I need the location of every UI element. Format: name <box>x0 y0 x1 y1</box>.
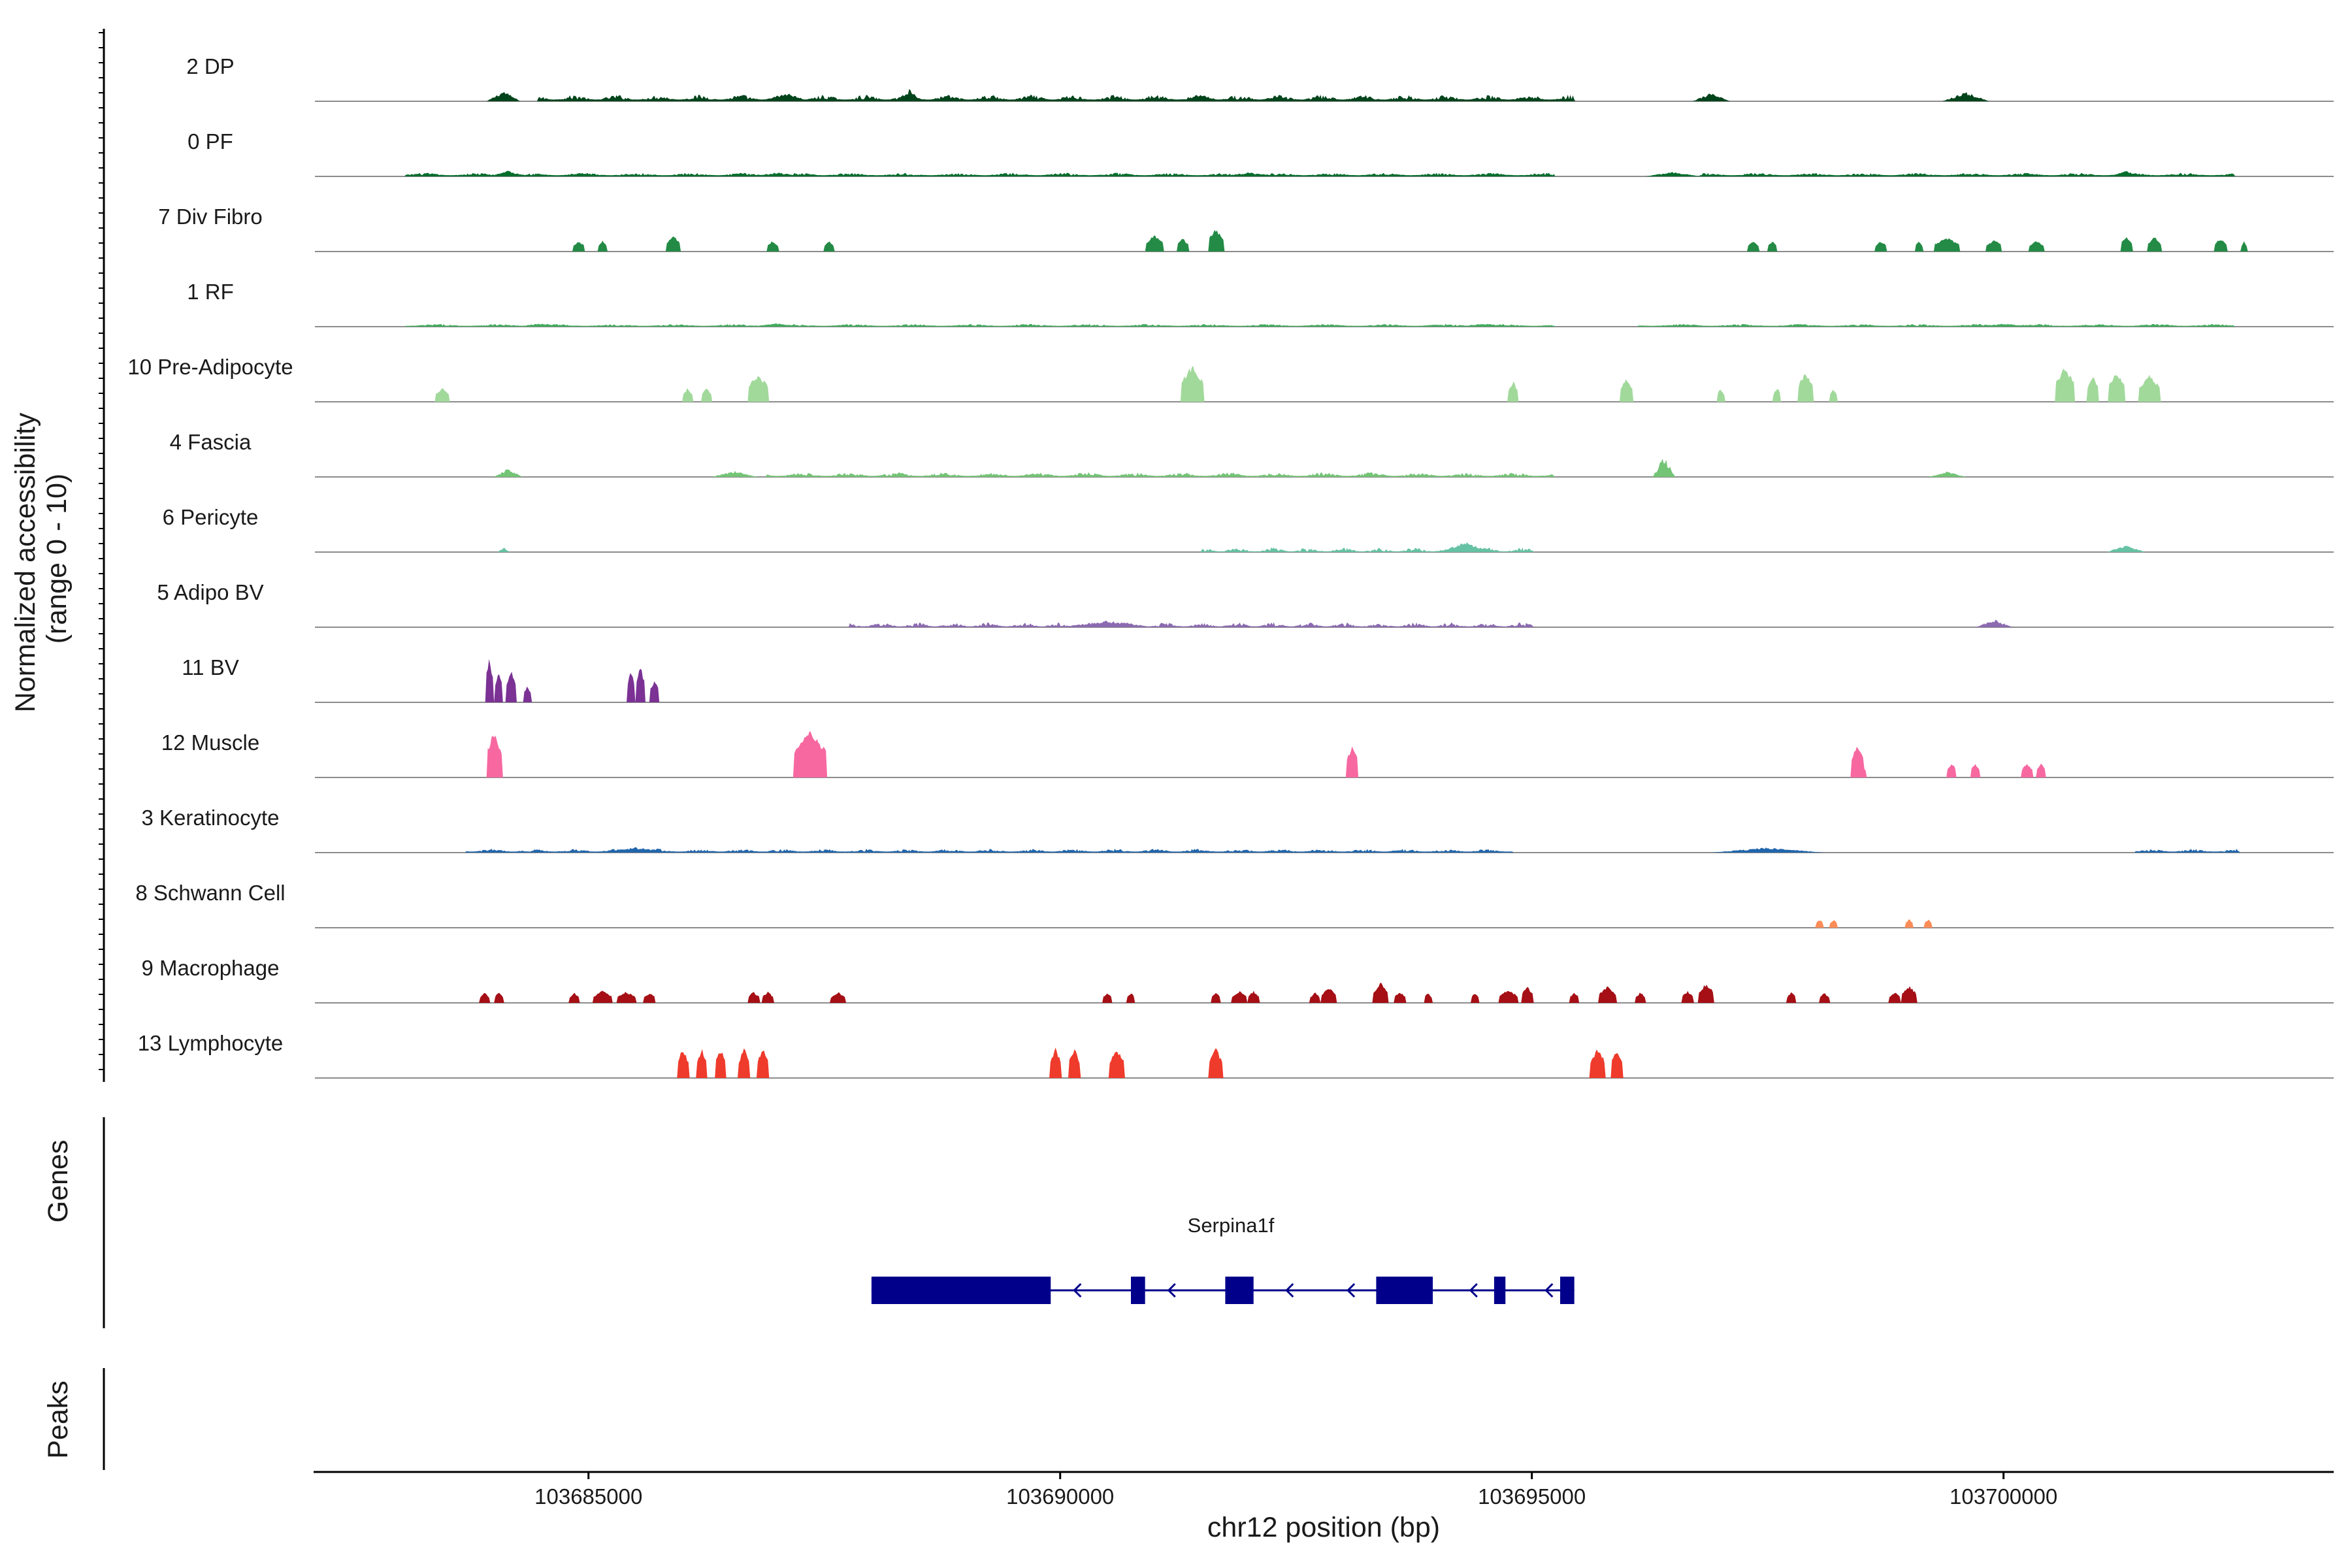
track-13: 13 Lymphocyte <box>138 1031 2334 1079</box>
track-6: 6 Pericyte <box>163 505 2334 553</box>
x-axis-ticks: 103685000 103690000 103695000 103700000 <box>534 1472 2057 1509</box>
track-signal <box>315 459 2334 477</box>
coverage-y-axis <box>99 29 105 1082</box>
track-label: 10 Pre-Adipocyte <box>127 355 293 379</box>
y-axis-title: Normalized accessibility (range 0 - 10) <box>10 405 73 713</box>
strand-arrow-icon <box>1073 1282 1082 1298</box>
strand-arrow-icon <box>1544 1282 1554 1298</box>
x-axis-title: chr12 position (bp) <box>1207 1512 1440 1543</box>
strand-arrow-icon <box>1346 1282 1356 1298</box>
strand-arrow-icon <box>1285 1282 1294 1298</box>
coverage-tracks: 2 DP 0 PF 7 Div Fibro 1 RF 10 Pre-Adipocyte 4… <box>127 54 2334 1079</box>
track-label: 0 PF <box>188 129 233 154</box>
x-tick-label: 103700000 <box>1950 1484 2057 1509</box>
gene-exon <box>1376 1277 1433 1304</box>
track-signal <box>315 731 2334 777</box>
track-signal <box>315 171 2334 176</box>
gene-exon <box>1494 1277 1506 1304</box>
track-label: 2 DP <box>186 54 234 78</box>
track-signal <box>315 323 2334 327</box>
gene-exon <box>871 1277 1051 1304</box>
track-1: 0 PF <box>188 129 2334 177</box>
y-axis-title-line-2: (range 0 - 10) <box>41 474 73 644</box>
track-signal <box>315 229 2334 252</box>
gene-exon <box>1225 1277 1254 1304</box>
track-label: 8 Schwann Cell <box>135 881 285 905</box>
track-signal <box>315 619 2334 627</box>
x-tick-label: 103685000 <box>534 1484 642 1509</box>
gene-name-label: Serpina1f <box>1188 1214 1275 1237</box>
track-label: 6 Pericyte <box>163 505 259 529</box>
track-signal <box>315 983 2334 1003</box>
track-12: 9 Macrophage <box>142 956 2334 1004</box>
peaks-panel-title: Peaks <box>42 1380 74 1459</box>
track-7: 5 Adipo BV <box>157 580 2334 628</box>
track-signal <box>315 919 2334 928</box>
track-signal <box>315 366 2334 402</box>
track-label: 11 BV <box>182 655 238 679</box>
track-label: 5 Adipo BV <box>157 580 263 604</box>
track-label: 9 Macrophage <box>142 956 280 980</box>
track-9: 12 Muscle <box>161 730 2334 778</box>
track-3: 1 RF <box>187 280 2334 327</box>
x-tick-label: 103690000 <box>1006 1484 1114 1509</box>
track-label: 1 RF <box>187 280 234 304</box>
track-signal <box>315 659 2334 702</box>
track-10: 3 Keratinocyte <box>142 806 2334 853</box>
track-label: 13 Lymphocyte <box>138 1031 284 1055</box>
gene-model-serpina1f <box>871 1277 1575 1304</box>
y-axis-title-line-1: Normalized accessibility <box>10 412 41 712</box>
track-signal <box>315 542 2334 552</box>
track-signal <box>315 1047 2334 1078</box>
track-2: 7 Div Fibro <box>158 204 2334 252</box>
track-signal <box>315 89 2334 101</box>
track-label: 4 Fascia <box>170 430 252 454</box>
track-label: 12 Muscle <box>161 730 259 755</box>
x-tick-label: 103695000 <box>1478 1484 1586 1509</box>
track-4: 10 Pre-Adipocyte <box>127 355 2334 402</box>
track-11: 8 Schwann Cell <box>135 881 2334 928</box>
track-label: 7 Div Fibro <box>158 204 263 229</box>
gene-exon <box>1130 1277 1145 1304</box>
track-signal <box>315 847 2334 853</box>
strand-arrow-icon <box>1469 1282 1478 1298</box>
track-0: 2 DP <box>186 54 2334 102</box>
gene-exon <box>1560 1277 1575 1304</box>
strand-arrow-icon <box>1167 1282 1176 1298</box>
track-label: 3 Keratinocyte <box>142 806 280 830</box>
genes-panel-title: Genes <box>42 1140 74 1223</box>
track-8: 11 BV <box>182 655 2334 703</box>
track-5: 4 Fascia <box>170 430 2334 478</box>
